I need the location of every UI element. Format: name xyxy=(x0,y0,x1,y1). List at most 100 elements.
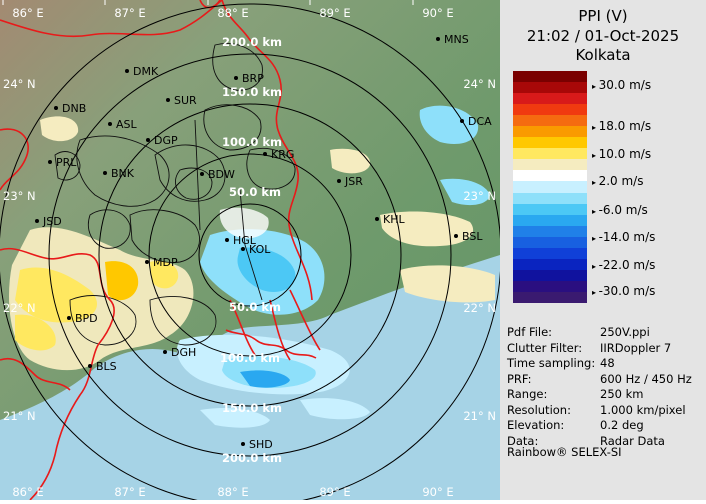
range-labels: 50.0 km 50.0 km 100.0 km 100.0 km 150.0 km 15… xyxy=(220,35,282,465)
state-borders xyxy=(0,0,321,501)
info-value: 250 km xyxy=(600,387,644,401)
city-dot xyxy=(436,37,440,41)
legend-label: -14.0 m/s xyxy=(592,230,656,246)
city-label: PRL xyxy=(56,156,77,169)
legend-label: 10.0 m/s xyxy=(592,147,652,163)
info-row: Resolution: 1.000 km/pixel xyxy=(507,403,686,417)
city-label: JSR xyxy=(344,175,363,188)
range-ring xyxy=(148,153,352,357)
legend-swatch xyxy=(513,71,587,83)
legend-label: 18.0 m/s xyxy=(592,119,652,135)
info-value: 250V.ppi xyxy=(600,325,650,339)
city-label: KRG xyxy=(271,148,294,161)
info-row: Pdf File: 250V.ppi xyxy=(507,325,650,339)
info-key: Pdf File: xyxy=(507,325,553,339)
info-value: 0.2 deg xyxy=(600,418,644,432)
city-label: BNK xyxy=(111,167,135,180)
legend-swatch xyxy=(513,159,587,171)
range-label: 100.0 km xyxy=(222,135,282,149)
lon-label-top: 90° E xyxy=(422,6,453,20)
legend-swatch xyxy=(513,214,587,227)
city-dot xyxy=(241,442,245,446)
city-dot xyxy=(108,122,112,126)
info-key: Data: xyxy=(507,433,539,448)
legend-label: -22.0 m/s xyxy=(592,258,656,274)
legend-swatch xyxy=(513,225,587,238)
legend-swatch xyxy=(513,236,587,249)
city-label: BDW xyxy=(208,168,235,181)
info-panel: PPI (V) 21:02 / 01-Oct-2025 Kolkata 30.0… xyxy=(500,0,706,500)
grid-labels: 86° E 86° E 87° E 87° E 88° E 88° E 89° E 89° E… xyxy=(2,0,496,499)
city-label: SUR xyxy=(174,94,197,107)
legend-swatch xyxy=(513,137,587,149)
range-label: 200.0 km xyxy=(222,35,282,49)
info-row: Elevation: 0.2 deg xyxy=(507,418,644,432)
footer-credit: Rainbow® SELEX-SI xyxy=(507,445,622,459)
legend-swatch xyxy=(513,148,587,160)
lon-label-top: 89° E xyxy=(319,6,350,20)
legend-label: -30.0 m/s xyxy=(592,284,656,300)
radar-map[interactable]: 86° E 86° E 87° E 87° E 88° E 88° E 89° E 89° E… xyxy=(0,0,502,504)
range-ring xyxy=(48,53,452,457)
legend-swatch xyxy=(513,181,587,194)
city-dot xyxy=(48,160,52,164)
city-label: DGP xyxy=(154,134,178,147)
legend-label: -6.0 m/s xyxy=(592,203,648,219)
info-key: PRF: xyxy=(507,371,532,386)
legend-swatch xyxy=(513,93,587,105)
info-key: Range: xyxy=(507,387,548,401)
range-label: 150.0 km xyxy=(222,85,282,99)
lon-label-bottom: 90° E xyxy=(422,485,453,499)
city-dot xyxy=(460,119,464,123)
range-ring xyxy=(98,103,402,407)
city-dot xyxy=(166,98,170,102)
lon-label-top: 87° E xyxy=(114,6,145,20)
city-markers: MNS DMK BRP DNB SUR ASL DGP DCA PRL BNK KRG BDW JSR K… xyxy=(35,33,492,451)
city-dot xyxy=(263,152,267,156)
legend-swatch xyxy=(513,82,587,94)
lon-label-top: 88° E xyxy=(217,6,248,20)
info-value: IIRDoppler 7 xyxy=(600,340,672,355)
radar-map-canvas: 86° E 86° E 87° E 87° E 88° E 88° E 89° E 89° E… xyxy=(0,0,502,504)
info-row: Range: 250 km xyxy=(507,387,643,401)
legend-swatch xyxy=(513,247,587,260)
city-label: KHL xyxy=(383,213,405,226)
city-label: SHD xyxy=(249,438,273,451)
city-dot xyxy=(337,179,341,183)
city-label: BPD xyxy=(75,312,98,325)
lat-label-left: 21° N xyxy=(3,409,36,423)
lon-label-bottom: 86° E xyxy=(12,485,43,499)
legend-swatch xyxy=(513,192,587,205)
city-dot xyxy=(454,234,458,238)
info-row: Data: Radar Data xyxy=(507,434,665,448)
legend-swatch xyxy=(513,115,587,127)
lat-label-left: 24° N xyxy=(3,77,36,91)
city-label: BRP xyxy=(242,72,264,85)
info-value: 1.000 km/pixel xyxy=(600,402,686,417)
info-key: Resolution: xyxy=(507,402,571,417)
legend-swatch xyxy=(513,170,587,182)
city-dot xyxy=(54,106,58,110)
info-row: Time sampling: 48 xyxy=(507,356,615,370)
city-dot xyxy=(375,217,379,221)
info-key: Clutter Filter: xyxy=(507,340,583,355)
city-dot xyxy=(67,316,71,320)
city-label: BSL xyxy=(462,230,483,243)
info-row: Clutter Filter: IIRDoppler 7 xyxy=(507,341,671,355)
legend-label: 30.0 m/s xyxy=(592,78,652,94)
lat-label-right: 21° N xyxy=(463,409,496,423)
legend-swatch xyxy=(513,291,587,304)
station-name: Kolkata xyxy=(575,46,631,64)
city-dot xyxy=(125,69,129,73)
city-dot xyxy=(241,247,245,251)
city-label: DNB xyxy=(62,102,86,115)
city-dot xyxy=(234,76,238,80)
lon-label-bottom: 88° E xyxy=(217,485,248,499)
info-key: Elevation: xyxy=(507,418,565,432)
info-value: Radar Data xyxy=(600,433,665,448)
city-label: MDP xyxy=(153,256,178,269)
legend-swatch xyxy=(513,280,587,293)
city-dot xyxy=(225,238,229,242)
product-datetime: 21:02 / 01-Oct-2025 xyxy=(526,27,680,45)
range-label: 50.0 km xyxy=(229,185,281,199)
